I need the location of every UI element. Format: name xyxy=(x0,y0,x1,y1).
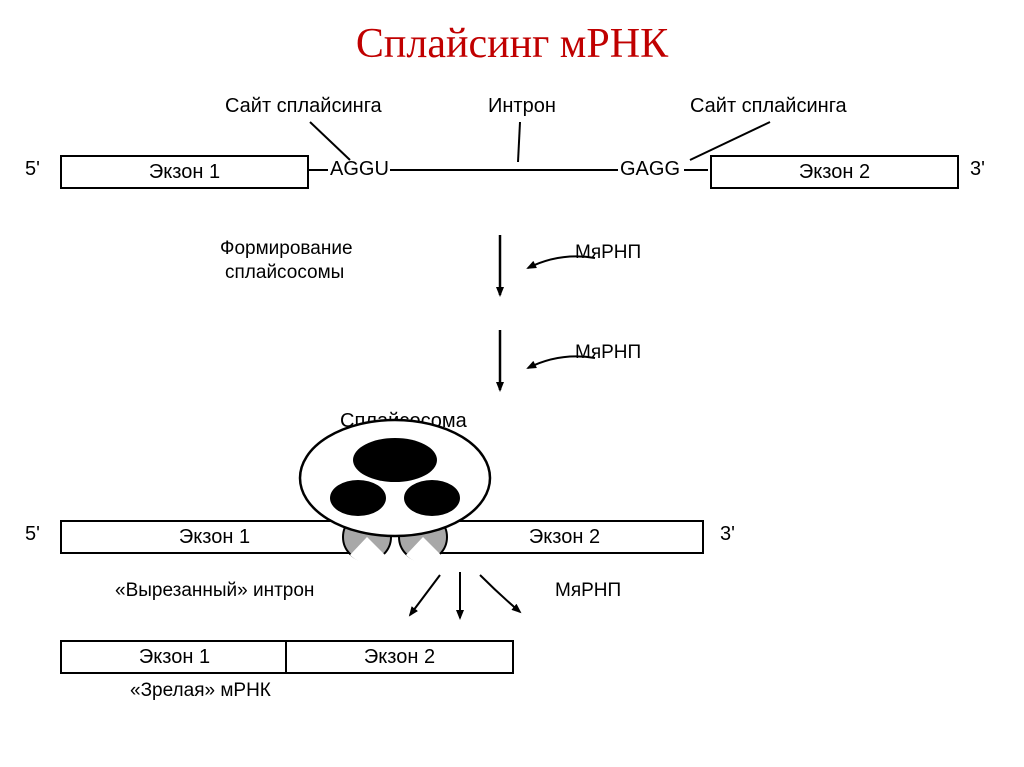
intron-release-arrows xyxy=(410,572,520,618)
snrnp-arrow-1 xyxy=(528,256,595,268)
leader-intron xyxy=(518,122,520,162)
snrnp-arrow-2 xyxy=(528,356,595,368)
leader-splice-right xyxy=(690,122,770,160)
leader-splice-left xyxy=(310,122,350,160)
diagram-svg xyxy=(0,0,1024,767)
spliceosome-graphic xyxy=(300,420,490,563)
